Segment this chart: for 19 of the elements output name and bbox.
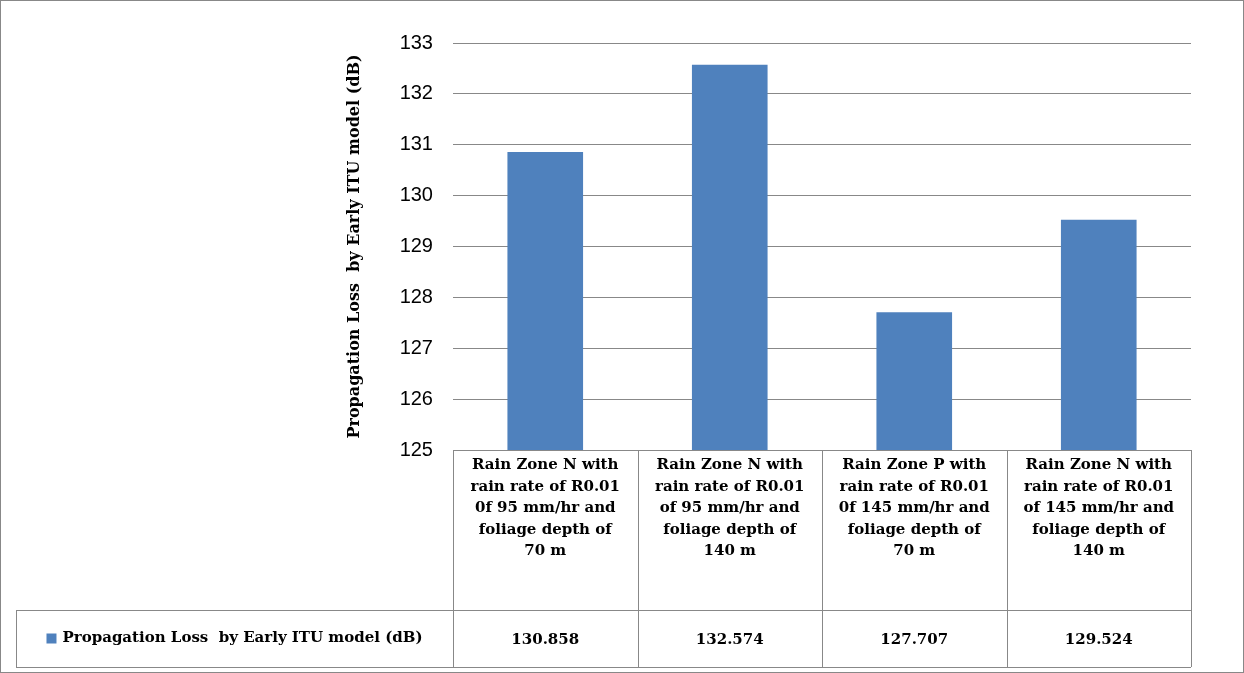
y-tick-label: 132 [399,81,433,104]
y-tick-label: 126 [399,386,433,409]
y-tick-label: 128 [399,284,433,307]
y-tick-label: 129 [399,234,433,257]
data-label: 130.858 [511,630,580,649]
y-tick-label: 131 [399,132,433,155]
data-label: 129.524 [1064,630,1133,649]
data-label: 132.574 [695,630,764,649]
x-tick-label: Rain Zone N with rain rate of R0.01 0f 95 mm/hr and foliage depth of 70 m [470,455,620,560]
y-tick-label: 125 [399,437,433,460]
y-tick-label: 130 [399,183,433,206]
y-tick-label: 127 [399,335,433,358]
x-tick-label: Rain Zone P with rain rate of R0.01 0f 145 mm/hr and foliage depth of 70 m [838,455,991,560]
data-label: 127.707 [880,630,949,649]
x-tick-label: Rain Zone N with rain rate of R0.01 of 145 mm/hr and foliage depth of 140 m [1023,455,1175,560]
y-tick-label: 133 [399,30,433,53]
y-axis-title: Propagation Loss by Early ITU model (dB) [343,54,363,439]
legend-label: Propagation Loss by Early ITU model (dB) [62,628,423,647]
x-tick-label: Rain Zone N with rain rate of R0.01 of 95 mm/hr and foliage depth of 140 m [655,455,805,560]
